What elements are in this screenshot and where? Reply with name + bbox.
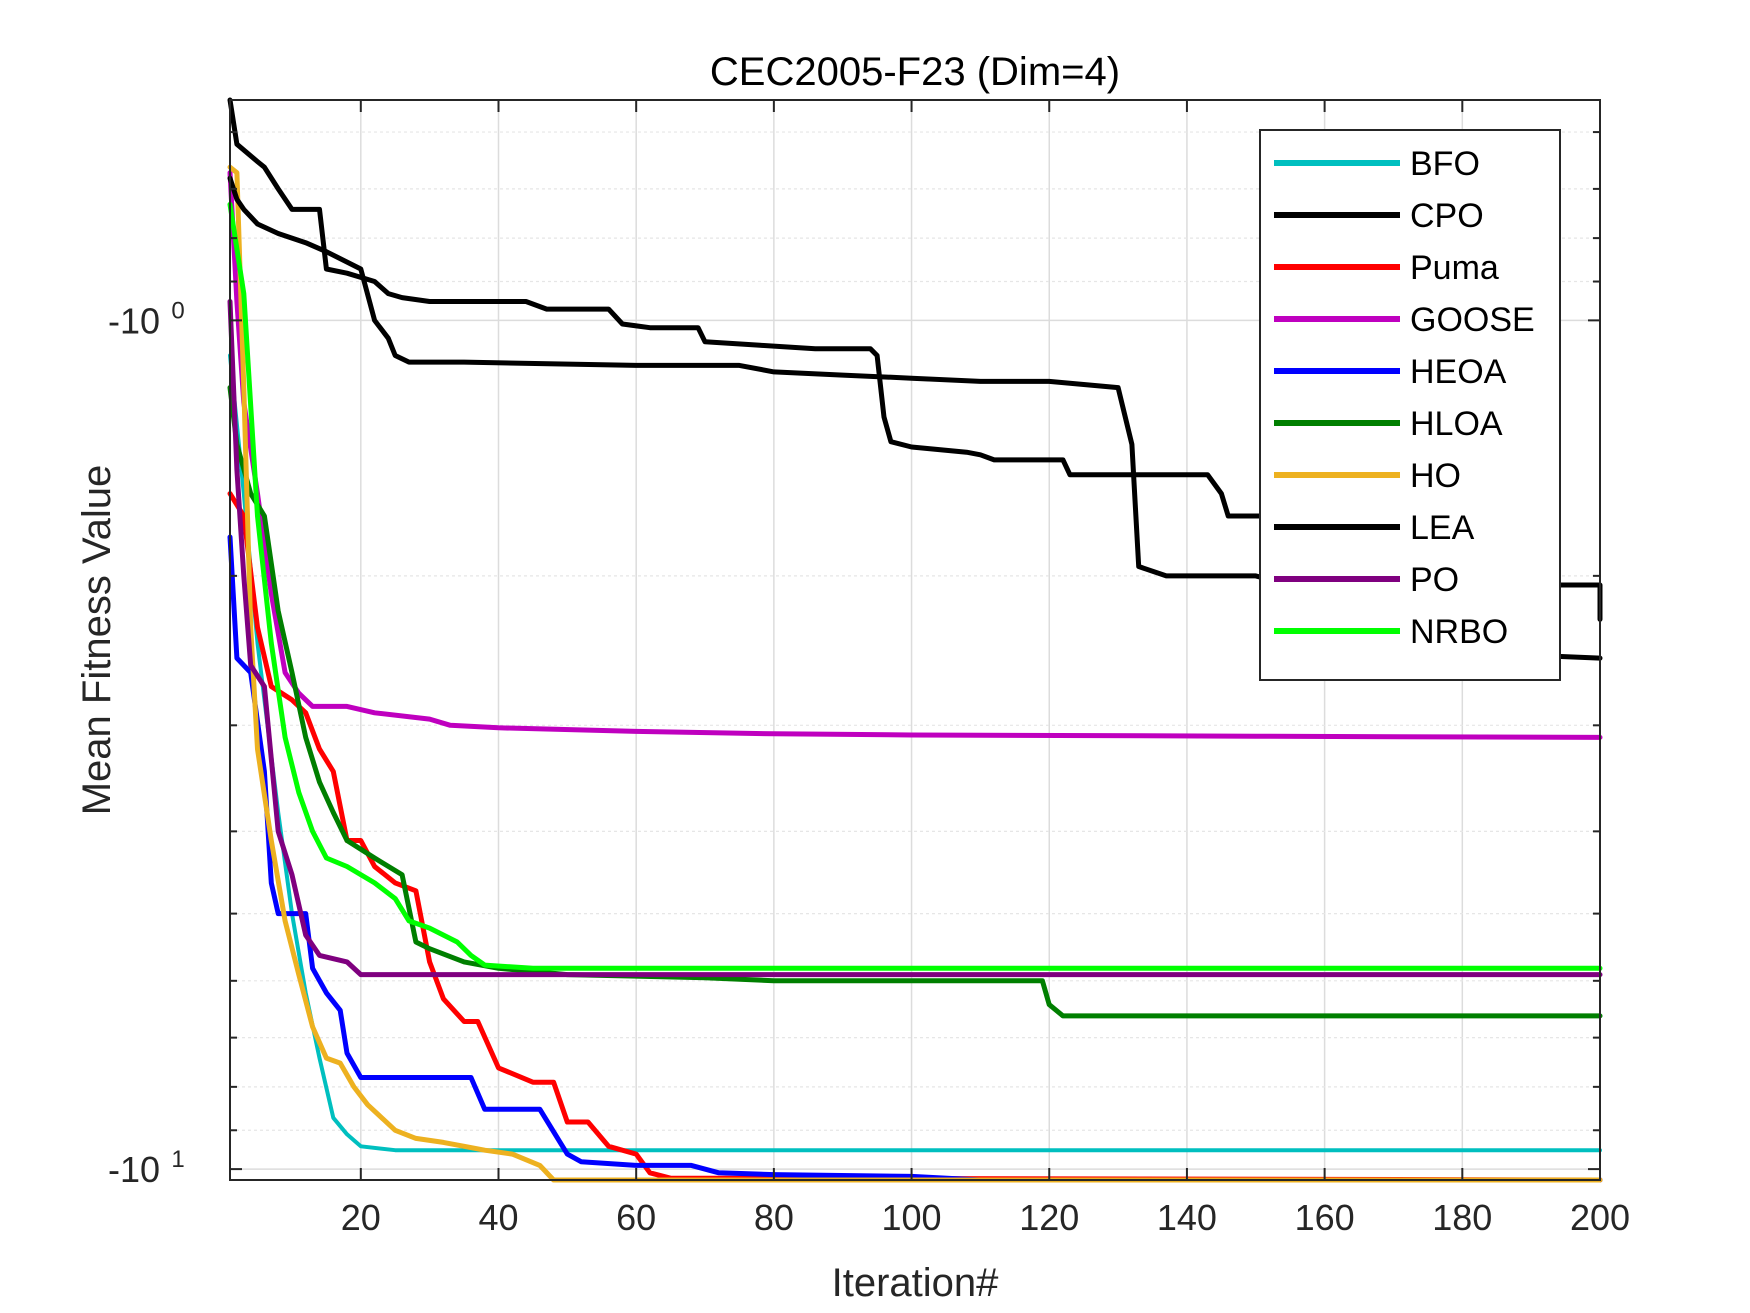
legend-label-po: PO <box>1410 561 1459 599</box>
x-tick-label: 180 <box>1432 1197 1492 1238</box>
y-tick-label: -10 <box>108 300 160 341</box>
x-tick-label: 100 <box>882 1197 942 1238</box>
x-tick-label: 60 <box>616 1197 656 1238</box>
x-axis-title: Iteration# <box>832 1261 1000 1305</box>
legend-label-nrbo: NRBO <box>1410 613 1508 651</box>
legend-label-lea: LEA <box>1410 509 1475 547</box>
axis-ticks: 20 40 60 80 100 120 140 160 180 200 -10 0 -10 1 <box>108 100 1630 1238</box>
legend-label-hloa: HLOA <box>1410 405 1503 443</box>
y-tick-label: -10 <box>108 1149 160 1190</box>
legend-label-bfo: BFO <box>1410 145 1480 183</box>
legend-label-goose: GOOSE <box>1410 301 1535 339</box>
y-tick-label-exponent: 1 <box>171 1146 184 1173</box>
series-line-hloa <box>227 385 1603 1019</box>
series-line-nrbo <box>227 201 1603 971</box>
series-line-ho <box>227 164 1603 1183</box>
legend-label-cpo: CPO <box>1410 197 1484 235</box>
legend-box <box>1259 129 1561 681</box>
x-tick-label: 40 <box>478 1197 518 1238</box>
series-line-heoa <box>227 534 1603 1183</box>
x-tick-label: 140 <box>1157 1197 1217 1238</box>
legend: BFO CPO Puma GOOSE HEOA HLOA HO LEA PO NRBO <box>1259 129 1561 681</box>
x-tick-label: 80 <box>754 1197 794 1238</box>
x-tick-label: 160 <box>1295 1197 1355 1238</box>
series-line-po <box>227 299 1603 978</box>
legend-label-ho: HO <box>1410 457 1461 495</box>
x-tick-label: 200 <box>1570 1197 1630 1238</box>
x-tick-label: 120 <box>1019 1197 1079 1238</box>
x-tick-label: 20 <box>341 1197 381 1238</box>
plot-area-border <box>229 99 1601 1181</box>
chart-title: CEC2005-F23 (Dim=4) <box>710 50 1120 94</box>
legend-label-heoa: HEOA <box>1410 353 1507 391</box>
series-line-cpo <box>227 97 1603 622</box>
legend-label-puma: Puma <box>1410 249 1499 287</box>
y-axis-title: Mean Fitness Value <box>75 465 119 816</box>
y-tick-label-exponent: 0 <box>171 297 184 324</box>
